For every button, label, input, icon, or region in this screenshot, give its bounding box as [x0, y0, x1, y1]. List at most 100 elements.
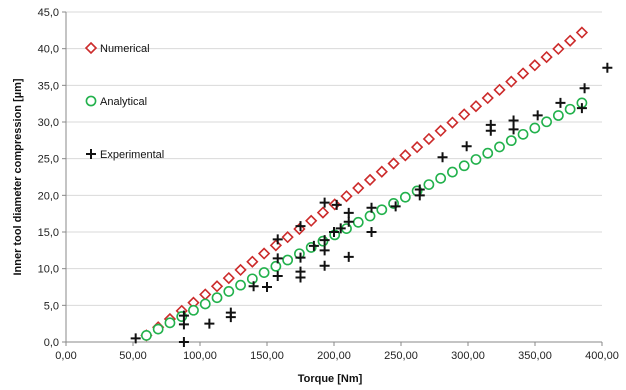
analytical-point: [541, 116, 552, 128]
numerical-point: [305, 214, 318, 227]
analytical-point: [458, 160, 470, 172]
legend-item-analytical: Analytical: [85, 95, 147, 108]
experimental-point: [343, 251, 354, 262]
numerical-point: [516, 67, 530, 80]
analytical-point: [399, 191, 411, 203]
legend-marker-plus: [86, 149, 96, 159]
x-tick-label: 400,00: [585, 350, 619, 362]
x-tick-label: 50,00: [119, 350, 147, 362]
y-tick-label: 5,0: [44, 300, 59, 312]
numerical-point: [340, 190, 353, 203]
x-tick-label: 150,00: [250, 350, 284, 362]
analytical-point: [376, 204, 388, 216]
experimental-point: [178, 310, 189, 321]
numerical-point: [446, 116, 459, 129]
analytical-point: [364, 210, 376, 222]
numerical-point: [458, 108, 471, 121]
analytical-point: [270, 260, 282, 272]
numerical-point: [540, 50, 553, 64]
analytical-point: [494, 141, 505, 153]
y-tick-label: 20,0: [38, 190, 59, 202]
y-tick-label: 15,0: [38, 227, 59, 239]
legend-item-experimental: Experimental: [86, 149, 164, 161]
experimental-point: [576, 103, 587, 114]
experimental-point: [508, 124, 519, 135]
experimental-point: [262, 282, 272, 292]
analytical-point: [246, 273, 258, 285]
numerical-point: [410, 141, 424, 154]
experimental-point: [225, 307, 236, 318]
numerical-point: [481, 91, 494, 105]
y-axis-title: Inner tool diameter compression [µm]: [12, 78, 24, 275]
experimental-point: [130, 333, 141, 344]
y-tick-label: 25,0: [38, 154, 59, 166]
numerical-point: [528, 59, 541, 72]
experimental-point: [579, 83, 590, 94]
analytical-point: [164, 317, 176, 329]
legend-marker-diamond: [84, 41, 98, 55]
x-tick-label: 0,00: [55, 350, 76, 362]
experimental-point: [602, 62, 613, 73]
experimental-point: [295, 221, 306, 232]
analytical-point: [470, 154, 482, 165]
experimental-point: [555, 97, 566, 108]
numerical-point: [387, 157, 400, 170]
analytical-point: [505, 135, 517, 147]
y-tick-label: 0,0: [44, 337, 59, 349]
legend-item-numerical: Numerical: [84, 41, 150, 55]
legend-label: Numerical: [100, 43, 150, 55]
experimental-point: [295, 266, 306, 277]
numerical-point: [552, 42, 565, 56]
experimental-point: [335, 223, 346, 234]
experimental-point: [390, 201, 401, 212]
experimental-point: [319, 260, 330, 271]
numerical-point: [199, 288, 212, 301]
numerical-point: [281, 231, 294, 244]
numerical-point: [222, 271, 235, 285]
analytical-point: [188, 304, 199, 316]
numerical-point: [434, 124, 447, 137]
analytical-point: [223, 286, 235, 297]
axes: [65, 12, 602, 343]
analytical-point: [423, 179, 435, 191]
x-tick-label: 200,00: [317, 350, 351, 362]
experimental-point: [295, 252, 306, 263]
experimental-point: [366, 227, 377, 237]
numerical-point: [375, 165, 388, 178]
y-tick-label: 30,0: [38, 117, 59, 129]
numerical-point: [422, 132, 436, 146]
experimental-point: [248, 281, 259, 292]
analytical-point: [482, 147, 494, 159]
numerical-point: [210, 280, 224, 293]
x-tick-label: 100,00: [183, 350, 217, 362]
series-analytical: [140, 97, 588, 341]
numerical-point: [505, 75, 518, 88]
data-marks: [130, 26, 613, 347]
experimental-point: [508, 115, 519, 126]
analytical-point: [317, 235, 329, 247]
analytical-point: [552, 110, 564, 121]
series-experimental: [130, 62, 613, 347]
analytical-point: [517, 128, 529, 140]
legend-label: Analytical: [100, 96, 147, 108]
y-tick-label: 45,0: [38, 7, 59, 19]
x-tick-labels: 0,00 50,00 100,00 150,00 200,00 250,00 300,00 3…: [55, 342, 619, 362]
experimental-point: [319, 197, 330, 208]
series-numerical: [140, 26, 589, 342]
analytical-point: [529, 122, 541, 134]
legend-label: Experimental: [100, 149, 164, 161]
analytical-point: [447, 166, 458, 178]
experimental-point: [204, 318, 215, 329]
experimental-point: [272, 253, 283, 264]
analytical-point: [352, 216, 364, 228]
experimental-point: [414, 184, 425, 195]
analytical-point: [282, 254, 294, 266]
analytical-point: [140, 329, 152, 341]
numerical-point: [246, 255, 259, 268]
analytical-point: [211, 292, 223, 304]
experimental-point: [272, 234, 283, 245]
numerical-point: [363, 173, 377, 187]
y-tick-label: 35,0: [38, 80, 59, 92]
numerical-point: [269, 239, 283, 252]
